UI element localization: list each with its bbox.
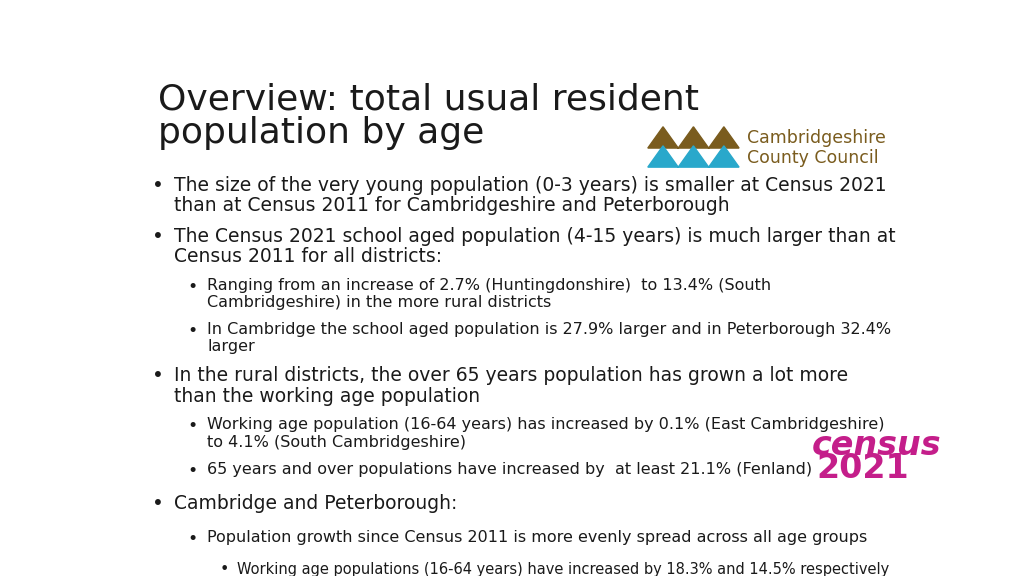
Text: The size of the very young population (0-3 years) is smaller at Census 2021: The size of the very young population (0… (174, 176, 887, 195)
Text: Cambridge and Peterborough:: Cambridge and Peterborough: (174, 494, 458, 513)
Text: •: • (152, 176, 164, 195)
Text: Cambridgeshire: Cambridgeshire (748, 129, 886, 147)
Text: •: • (187, 530, 198, 548)
Polygon shape (648, 146, 739, 167)
Text: 2021: 2021 (816, 452, 908, 485)
Text: The Census 2021 school aged population (4-15 years) is much larger than at: The Census 2021 school aged population (… (174, 226, 896, 245)
Text: census: census (812, 429, 942, 461)
Text: larger: larger (207, 339, 255, 354)
Text: •: • (187, 461, 198, 480)
Text: 65 years and over populations have increased by  at least 21.1% (Fenland): 65 years and over populations have incre… (207, 461, 812, 476)
Text: •: • (152, 226, 164, 245)
Text: Overview: total usual resident: Overview: total usual resident (158, 82, 699, 116)
Polygon shape (648, 127, 739, 148)
Text: Ranging from an increase of 2.7% (Huntingdonshire)  to 13.4% (South: Ranging from an increase of 2.7% (Huntin… (207, 278, 771, 293)
Text: •: • (187, 322, 198, 340)
Text: Working age populations (16-64 years) have increased by 18.3% and 14.5% respecti: Working age populations (16-64 years) ha… (237, 562, 889, 576)
Text: Census 2011 for all districts:: Census 2011 for all districts: (174, 247, 442, 266)
Text: •: • (219, 562, 228, 576)
Text: •: • (187, 278, 198, 295)
Text: than at Census 2011 for Cambridgeshire and Peterborough: than at Census 2011 for Cambridgeshire a… (174, 196, 730, 215)
Text: In the rural districts, the over 65 years population has grown a lot more: In the rural districts, the over 65 year… (174, 366, 848, 385)
Text: Cambridgeshire) in the more rural districts: Cambridgeshire) in the more rural distri… (207, 295, 552, 310)
Text: to 4.1% (South Cambridgeshire): to 4.1% (South Cambridgeshire) (207, 435, 466, 450)
Text: Working age population (16-64 years) has increased by 0.1% (East Cambridgeshire): Working age population (16-64 years) has… (207, 417, 885, 432)
Text: In Cambridge the school aged population is 27.9% larger and in Peterborough 32.4: In Cambridge the school aged population … (207, 322, 892, 337)
Text: •: • (187, 417, 198, 435)
Text: •: • (152, 494, 164, 513)
Text: than the working age population: than the working age population (174, 386, 480, 406)
Text: •: • (152, 366, 164, 385)
Text: County Council: County Council (748, 149, 879, 167)
Text: Population growth since Census 2011 is more evenly spread across all age groups: Population growth since Census 2011 is m… (207, 530, 867, 545)
Text: population by age: population by age (158, 116, 484, 150)
